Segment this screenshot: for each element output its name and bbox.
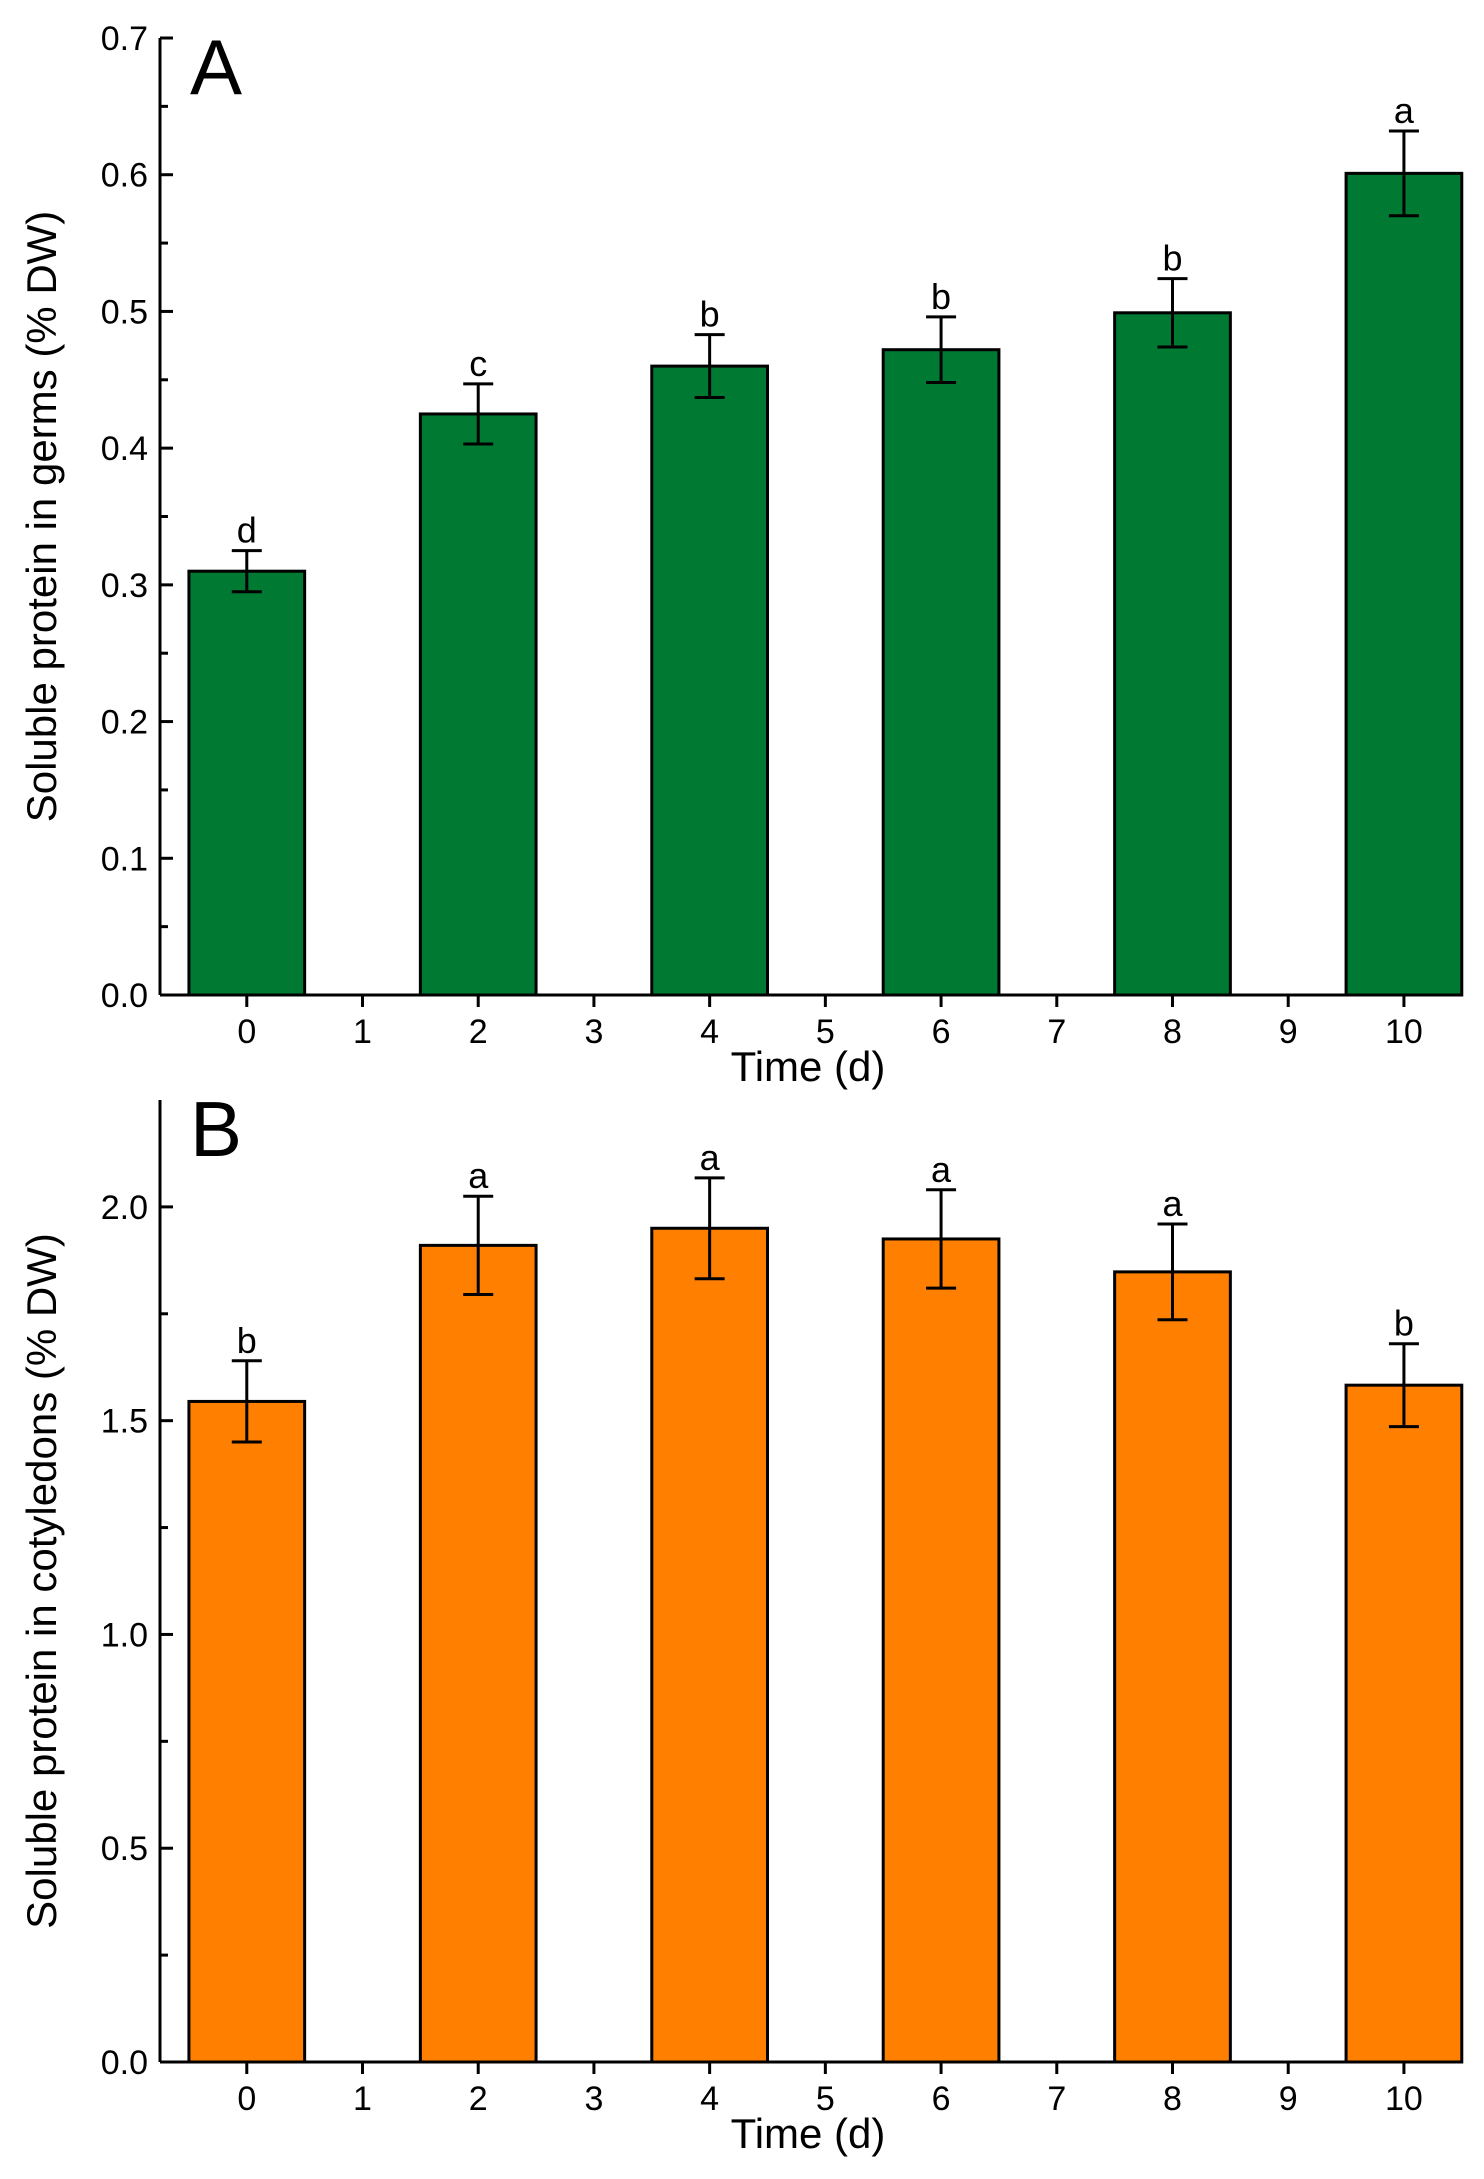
panel-b-x-tick-label: 3 xyxy=(584,2080,603,2118)
panel-b-x-tick-label: 1 xyxy=(353,2080,372,2118)
panel-b-label: B xyxy=(190,1085,242,1173)
panel-b-x-tick-label: 6 xyxy=(932,2080,951,2118)
panel-b-bar-day-10 xyxy=(1344,1383,1464,2064)
panel-b-y-tick-label: 1.0 xyxy=(101,1616,148,1654)
panel-b-y-tick-label: 0.5 xyxy=(101,1830,148,1868)
panel-a-y-tick-label: 0.7 xyxy=(101,20,148,58)
panel-b-significance-day-8: a xyxy=(1162,1183,1183,1224)
panel-b-x-tick-label: 2 xyxy=(469,2080,488,2118)
panel-b-x-tick-label: 5 xyxy=(816,2080,835,2118)
panel-a-x-tick-label: 5 xyxy=(816,1013,835,1051)
panel-a-bar-day-10 xyxy=(1344,171,1464,997)
panel-a-y-tick-label: 0.5 xyxy=(101,293,148,331)
panel-b-x-tick-label: 4 xyxy=(700,2080,719,2118)
panel-a-x-tick-label: 9 xyxy=(1279,1013,1298,1051)
panel-b-bar-day-2 xyxy=(418,1243,538,2064)
panel-a-germs: d c b b b a 0.0 0.1 0.2 0.3 0.4 0.5 0.6 0.7 0 1 2 3 4 5 6 7 8 9… xyxy=(18,20,1464,1090)
panel-a-y-tick-label: 0.6 xyxy=(101,157,148,195)
panel-a-x-tick-label: 0 xyxy=(237,1013,256,1051)
panel-a-x-tick-label: 3 xyxy=(584,1013,603,1051)
panel-a-y-axis-title: Soluble protein in germs (% DW) xyxy=(18,211,65,823)
panel-b-y-tick-label: 2.0 xyxy=(101,1189,148,1227)
panel-a-label: A xyxy=(190,23,242,111)
panel-a-significance-day-2: c xyxy=(469,343,487,384)
panel-a-x-tick-label: 1 xyxy=(353,1013,372,1051)
panel-b-y-axis-title: Soluble protein in cotyledons (% DW) xyxy=(18,1233,65,1929)
panel-a-x-tick-label: 4 xyxy=(700,1013,719,1051)
panel-b-bar-day-4 xyxy=(650,1226,769,2064)
panel-b-bar-day-0 xyxy=(187,1399,307,2064)
panel-a-bar-day-4 xyxy=(650,364,769,997)
panel-b-x-tick-label: 9 xyxy=(1279,2080,1298,2118)
panel-a-x-axis-title: Time (d) xyxy=(731,1043,886,1090)
panel-b-significance-day-0: b xyxy=(237,1320,257,1361)
panel-a-y-tick-label: 0.0 xyxy=(101,977,148,1015)
panel-a-significance-day-0: d xyxy=(237,510,257,551)
panel-b-y-tick-label: 1.5 xyxy=(101,1403,148,1441)
panel-b-x-tick-label: 7 xyxy=(1047,2080,1066,2118)
panel-b-significance-day-6: a xyxy=(931,1149,952,1190)
panel-b-bar-day-6 xyxy=(881,1237,1001,2064)
panel-a-bar-day-2 xyxy=(418,412,538,997)
panel-a-y-tick-label: 0.4 xyxy=(101,430,148,468)
panel-b-significance-day-4: a xyxy=(700,1137,721,1178)
panel-a-bar-day-0 xyxy=(187,569,307,997)
panel-b-x-tick-label: 10 xyxy=(1385,2080,1423,2118)
panel-a-x-tick-label: 2 xyxy=(469,1013,488,1051)
panel-a-significance-day-8: b xyxy=(1162,238,1182,279)
panel-b-bar-day-8 xyxy=(1113,1270,1232,2064)
panel-b-significance-day-2: a xyxy=(468,1155,489,1196)
panel-b-x-tick-label: 8 xyxy=(1163,2080,1182,2118)
panel-a-bar-day-8 xyxy=(1113,311,1232,997)
panel-a-x-tick-label: 7 xyxy=(1047,1013,1066,1051)
panel-a-significance-day-4: b xyxy=(700,294,720,335)
panel-a-bar-day-6 xyxy=(881,348,1001,997)
panel-a-y-tick-label: 0.2 xyxy=(101,704,148,742)
panel-a-significance-day-6: b xyxy=(931,276,951,317)
panel-a-x-tick-label: 10 xyxy=(1385,1013,1423,1051)
panel-a-significance-day-10: a xyxy=(1394,90,1415,131)
panel-b-cotyledons: b a a a a b 0.0 0.5 1.0 1.5 2.0 0 1 2 3 4 5 6 7 8 9 10 Time (d… xyxy=(18,1085,1464,2157)
panel-a-x-tick-label: 8 xyxy=(1163,1013,1182,1051)
panel-a-y-tick-label: 0.3 xyxy=(101,567,148,605)
panel-a-y-tick-label: 0.1 xyxy=(101,840,148,878)
panel-b-x-axis-title: Time (d) xyxy=(731,2110,886,2157)
panel-b-significance-day-10: b xyxy=(1394,1303,1414,1344)
panel-b-y-tick-label: 0.0 xyxy=(101,2044,148,2082)
panel-a-x-tick-label: 6 xyxy=(932,1013,951,1051)
panel-b-x-tick-label: 0 xyxy=(237,2080,256,2118)
